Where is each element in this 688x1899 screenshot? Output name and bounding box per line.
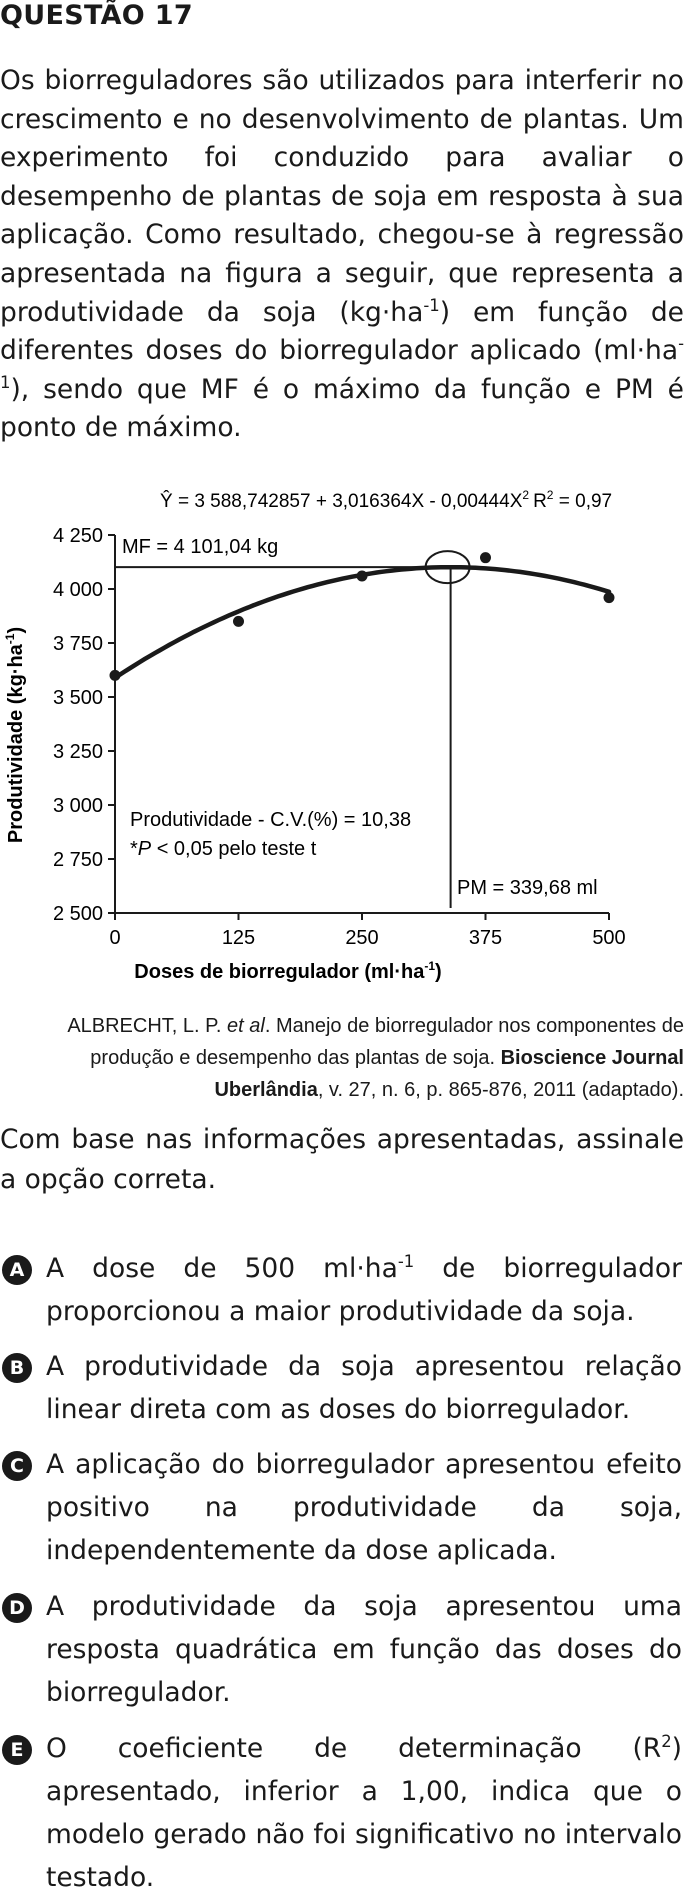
option-letter: A — [2, 1255, 32, 1285]
x-tick-label: 500 — [592, 927, 625, 949]
y-tick-label: 3 500 — [53, 687, 103, 709]
data-point — [109, 669, 121, 681]
y-tick-label: 2 750 — [53, 849, 103, 871]
x-tick-label: 0 — [109, 927, 120, 949]
data-point — [356, 570, 368, 582]
equation-text: Ŷ = 3 588,742857 + 3,016364X - 0,00444X2… — [160, 488, 612, 512]
data-point — [480, 552, 491, 564]
option-text: A dose de 500 ml·ha-1 de biorregulador p… — [46, 1252, 682, 1327]
option-letter: D — [2, 1593, 32, 1623]
question-intro: Os biorreguladores são utilizados para i… — [0, 65, 684, 444]
option-text: A produtividade da soja apresentou uma r… — [46, 1591, 682, 1708]
y-tick-label: 4 000 — [53, 579, 103, 601]
y-tick-label: 3 000 — [53, 795, 103, 817]
pm-label: PM = 339,68 ml — [457, 877, 598, 899]
x-tick-label: 250 — [345, 927, 378, 949]
data-point — [603, 592, 615, 604]
option-letter: C — [2, 1451, 32, 1481]
y-tick-label: 4 250 — [53, 525, 103, 547]
y-tick-label: 3 750 — [53, 633, 103, 655]
y-axis-ticks: 2 500 2 750 3 000 3 250 3 500 3 750 4 000 4 250 — [53, 525, 115, 925]
data-point — [233, 615, 244, 627]
mf-label: MF = 4 101,04 kg — [122, 536, 278, 558]
y-tick-label: 3 250 — [53, 741, 103, 763]
regression-equation: Ŷ = 3 588,742857 + 3,016364X - 0,00444X2… — [160, 488, 612, 512]
x-tick-label: 125 — [222, 927, 255, 949]
p-value-label: *P < 0,05 pelo teste t — [130, 838, 317, 860]
question-title: QUESTÃO 17 — [0, 0, 193, 31]
option-text: A produtividade da soja apresentou relaç… — [46, 1351, 682, 1425]
option-letter: B — [2, 1353, 32, 1383]
y-tick-label: 2 500 — [53, 903, 103, 925]
regression-chart: Ŷ = 3 588,742857 + 3,016364X - 0,00444X2… — [3, 488, 626, 983]
option-text: O coeficiente de determinação (R2) apres… — [46, 1732, 682, 1893]
option-letter: E — [2, 1735, 32, 1765]
x-axis-label: Doses de biorregulador (ml·ha-1) — [134, 959, 441, 983]
cv-label: Produtividade - C.V.(%) = 10,38 — [130, 809, 411, 831]
x-tick-label: 375 — [469, 927, 502, 949]
regression-curve — [112, 564, 612, 681]
x-axis-ticks: 0 125 250 375 500 — [109, 913, 626, 949]
question-stem: Com base nas informações apresentadas, a… — [0, 1124, 684, 1195]
data-points — [109, 552, 615, 681]
option-text: A aplicação do biorregulador apresentou … — [46, 1449, 682, 1566]
citation: ALBRECHT, L. P. et al. Manejo de biorreg… — [67, 1015, 684, 1101]
y-axis-label: Produtividade (kg·ha-1) — [3, 627, 27, 843]
